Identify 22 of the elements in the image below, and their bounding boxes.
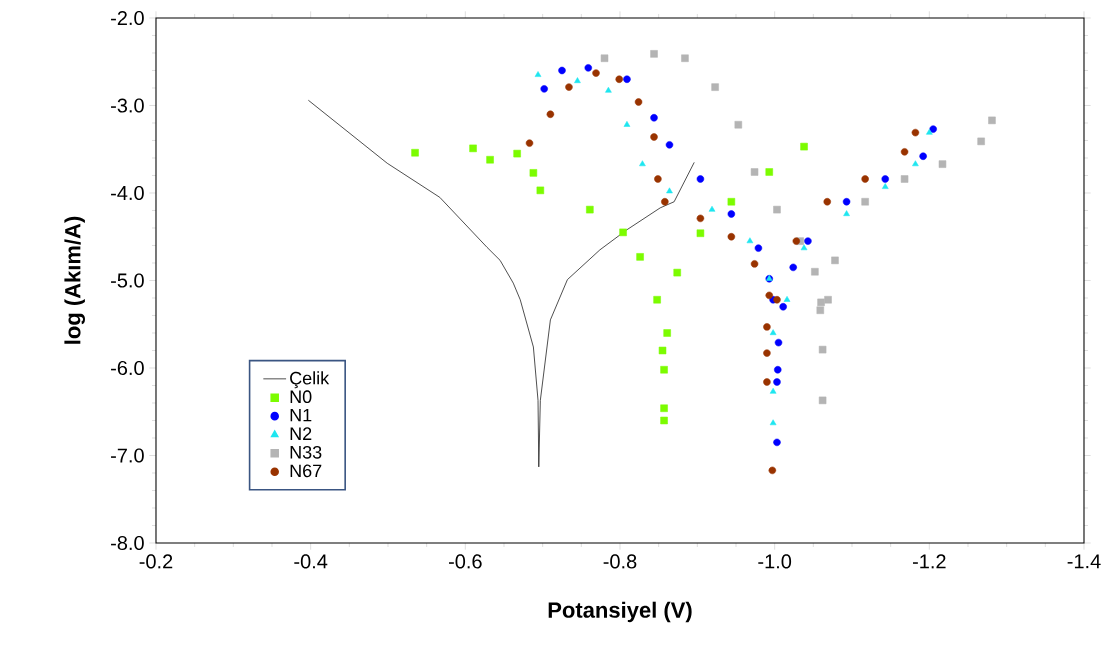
x-tick-label: -1.0 <box>758 554 792 569</box>
y-tick-label: -5.0 <box>111 273 144 288</box>
x-tick-label: -1.4 <box>1067 554 1101 569</box>
legend-label: N2 <box>290 427 312 440</box>
legend-label: N1 <box>290 408 312 422</box>
y-axis-title: log (Akım/A) <box>64 216 85 344</box>
x-tick-label: -1.2 <box>912 554 946 569</box>
y-tick-label: -2.0 <box>111 10 144 26</box>
x-tick-label: -0.4 <box>294 554 328 569</box>
y-tick-label: -7.0 <box>111 448 144 463</box>
y-tick-label: -4.0 <box>111 185 144 201</box>
legend-label: N0 <box>290 390 312 404</box>
x-tick-label: -0.6 <box>448 554 482 569</box>
y-tick-label: -3.0 <box>111 98 144 113</box>
x-axis-title: Potansiyel (V) <box>548 601 692 623</box>
legend-label: Çelik <box>290 371 330 389</box>
x-tick-label: -0.8 <box>603 554 637 569</box>
x-tick-label: -0.2 <box>139 554 173 569</box>
y-tick-label: -8.0 <box>111 535 144 551</box>
y-tick-label: -6.0 <box>111 360 144 376</box>
legend-label: N33 <box>290 445 322 459</box>
legend-label: N67 <box>290 464 322 478</box>
